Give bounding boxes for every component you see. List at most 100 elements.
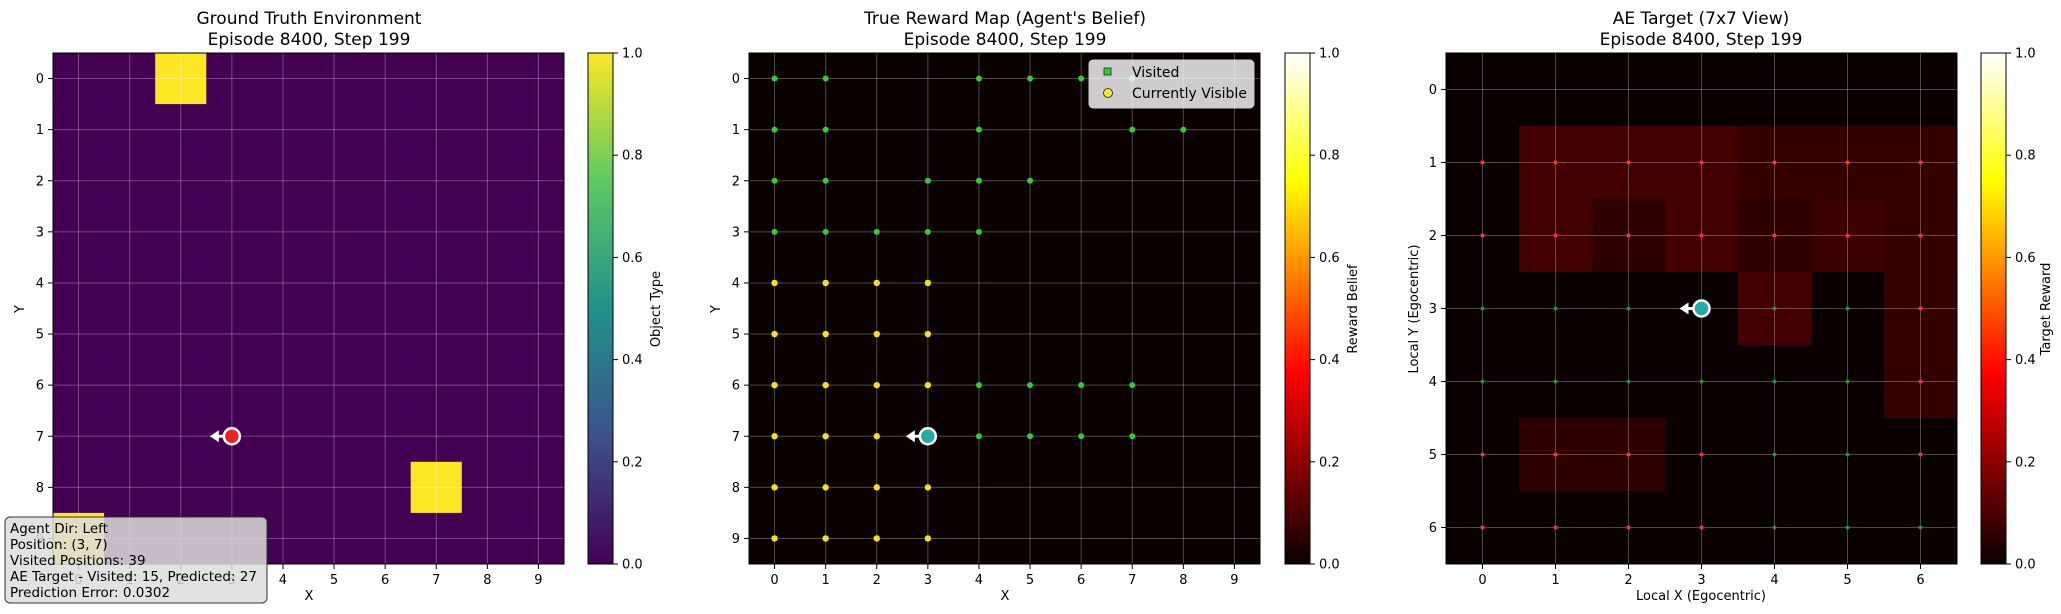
empty-cell bbox=[410, 257, 463, 309]
empty-cell bbox=[308, 257, 361, 309]
belief-cell bbox=[1004, 104, 1057, 156]
empty-cell bbox=[512, 206, 565, 258]
empty-cell bbox=[206, 104, 258, 156]
colorbar-tick-label: 0.0 bbox=[2015, 558, 2036, 573]
panel1-colorbar bbox=[587, 52, 614, 565]
y-tick-label: 4 bbox=[1429, 375, 1437, 390]
belief-cell bbox=[1004, 206, 1057, 258]
empty-cell bbox=[359, 308, 412, 361]
x-tick-label: 4 bbox=[1770, 573, 1778, 588]
panel2-title-line2: Episode 8400, Step 199 bbox=[904, 30, 1107, 50]
empty-cell bbox=[155, 308, 207, 361]
panel2-ticks: 0 1 2 3 4 5 6 7 8 9 0 1 2 3 4 5 6 7 8 9 bbox=[732, 72, 1239, 588]
visited-point bbox=[1129, 382, 1136, 389]
target-red-point bbox=[1553, 525, 1558, 530]
empty-cell bbox=[308, 53, 361, 105]
colorbar-tick-label: 0.8 bbox=[1319, 149, 1340, 164]
agent-dot bbox=[1692, 299, 1711, 318]
info-visited-positions: Visited Positions: 39 bbox=[10, 553, 146, 569]
visible-point bbox=[873, 433, 880, 440]
x-tick-label: 8 bbox=[483, 573, 491, 588]
y-tick-label: 4 bbox=[36, 276, 44, 291]
colorbar-tick-label: 0.8 bbox=[622, 149, 643, 164]
panel1-colorbar-label: Object Type bbox=[649, 271, 664, 347]
visited-point bbox=[975, 228, 982, 235]
y-tick-label: 8 bbox=[36, 481, 44, 496]
x-tick-label: 6 bbox=[1077, 573, 1085, 588]
colorbar-tick-label: 0.0 bbox=[622, 558, 643, 573]
empty-cell bbox=[461, 206, 514, 258]
target-green-point bbox=[1845, 379, 1850, 384]
target-red-point bbox=[1480, 233, 1485, 238]
belief-cell bbox=[1208, 359, 1261, 412]
panel3-points bbox=[1480, 160, 1923, 530]
agent-dot bbox=[918, 427, 938, 446]
empty-cell bbox=[53, 461, 105, 514]
legend-visible-marker bbox=[1103, 88, 1113, 98]
empty-cell bbox=[257, 308, 309, 361]
empty-cell bbox=[104, 206, 156, 258]
empty-cell bbox=[206, 53, 258, 105]
empty-cell bbox=[257, 53, 309, 105]
x-tick-label: 2 bbox=[1624, 573, 1632, 588]
target-green-point bbox=[1845, 452, 1850, 457]
target-red-point bbox=[1845, 233, 1850, 238]
visited-point bbox=[975, 75, 982, 82]
belief-cell bbox=[1106, 155, 1159, 207]
visible-point bbox=[771, 484, 778, 491]
legend-visible-label: Currently Visible bbox=[1132, 86, 1247, 102]
belief-cell bbox=[953, 461, 1005, 514]
panel3-ylabel: Local Y (Egocentric) bbox=[1407, 244, 1422, 373]
empty-cell bbox=[410, 410, 463, 463]
y-tick-label: 7 bbox=[36, 430, 44, 445]
target-red-point bbox=[1626, 233, 1631, 238]
y-tick-label: 7 bbox=[732, 430, 740, 445]
empty-cell bbox=[461, 359, 514, 412]
visible-point bbox=[771, 433, 778, 440]
y-tick-label: 8 bbox=[732, 481, 740, 496]
x-tick-label: 9 bbox=[534, 573, 542, 588]
object-cell bbox=[155, 53, 207, 105]
empty-cell bbox=[308, 359, 361, 412]
empty-cell bbox=[104, 359, 156, 412]
panel-ground-truth: Ground Truth Environment Episode 8400, S… bbox=[13, 9, 664, 604]
empty-cell bbox=[155, 410, 207, 463]
visited-point bbox=[1078, 382, 1085, 389]
empty-cell bbox=[53, 410, 105, 463]
belief-cell bbox=[953, 308, 1005, 361]
x-tick-label: 8 bbox=[1179, 573, 1187, 588]
x-tick-label: 1 bbox=[1551, 573, 1559, 588]
target-green-point bbox=[1845, 525, 1850, 530]
visible-point bbox=[873, 381, 880, 389]
panel2-legend: Visited Currently Visible bbox=[1088, 59, 1255, 109]
visible-point bbox=[822, 330, 829, 338]
empty-cell bbox=[461, 308, 514, 361]
target-red-point bbox=[1626, 160, 1631, 165]
visited-point bbox=[771, 75, 778, 82]
y-tick-label: 3 bbox=[36, 225, 44, 240]
visited-point bbox=[1027, 433, 1034, 440]
target-green-point bbox=[1480, 379, 1485, 384]
belief-cell bbox=[1004, 512, 1057, 565]
empty-cell bbox=[461, 257, 514, 309]
target-red-point bbox=[1699, 233, 1704, 238]
info-prediction-error: Prediction Error: 0.0302 bbox=[10, 585, 170, 601]
y-tick-label: 6 bbox=[36, 379, 44, 394]
panel3-colorbar-ticks: 0.0 0.2 0.4 0.6 0.8 1.0 bbox=[2006, 47, 2036, 573]
target-red-point bbox=[1553, 233, 1558, 238]
empty-cell bbox=[257, 359, 309, 412]
visible-point bbox=[873, 330, 880, 338]
x-tick-label: 4 bbox=[279, 573, 287, 588]
y-tick-label: 9 bbox=[732, 532, 740, 547]
target-green-point bbox=[1480, 306, 1485, 311]
x-tick-label: 6 bbox=[381, 573, 389, 588]
panel1-grid bbox=[53, 53, 564, 564]
visible-point bbox=[873, 535, 880, 542]
visible-point bbox=[822, 484, 829, 491]
y-tick-label: 3 bbox=[732, 225, 740, 240]
visited-point bbox=[975, 126, 982, 133]
visible-point bbox=[822, 279, 829, 287]
target-red-point bbox=[1480, 452, 1485, 457]
y-tick-label: 0 bbox=[1429, 83, 1437, 98]
belief-cell bbox=[1157, 206, 1210, 258]
